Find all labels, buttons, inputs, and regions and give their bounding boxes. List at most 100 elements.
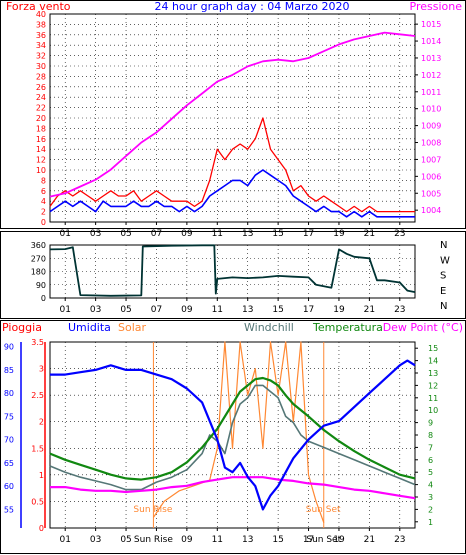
panel1-xtick-label: 09 <box>181 229 193 239</box>
humidity-tick-label: 90 <box>4 343 14 352</box>
wind-speed-tick-label: 4 <box>41 197 46 206</box>
legend-temperature: Temperatura <box>312 321 383 334</box>
pressure-label: Pressione <box>410 0 463 13</box>
direction-tick-label: 360 <box>31 241 46 250</box>
panel2-xtick-label: 21 <box>364 305 375 315</box>
humidity-tick-label: 60 <box>4 482 14 491</box>
pressure-tick-label: 1010 <box>421 105 441 114</box>
panel2-xtick-label: 19 <box>333 305 345 315</box>
rain-tick-label: 2.5 <box>31 391 44 400</box>
rain-tick-label: 1.5 <box>31 444 44 453</box>
legend-dewpoint: Dew Point (°C) <box>383 321 463 334</box>
wind-speed-tick-label: 10 <box>36 166 46 175</box>
compass-label: N <box>440 301 447 312</box>
legend-solar: Solar <box>118 321 147 334</box>
direction-tick-label: 90 <box>36 281 46 290</box>
humidity-tick-label: 80 <box>4 389 14 398</box>
pressure-line <box>49 31 416 198</box>
rain-tick-label: 0.5 <box>31 497 44 506</box>
compass-label: S <box>440 271 446 282</box>
pressure-tick-label: 1004 <box>421 206 441 215</box>
compass-label: N <box>440 240 447 251</box>
panel3-xtick-label: 09 <box>181 535 193 545</box>
temperature-tick-label: 4 <box>428 481 433 490</box>
panel1-xtick-label: 07 <box>151 229 162 239</box>
panel3-xtick-label: 21 <box>364 535 375 545</box>
pressure-tick-label: 1005 <box>421 189 441 198</box>
panel3-xtick-label: 11 <box>212 535 223 545</box>
humidity-line <box>50 359 416 511</box>
wind-speed-tick-label: 2 <box>41 208 46 217</box>
panel2-plot-area <box>49 244 416 299</box>
panel1-xtick-label: 21 <box>364 229 375 239</box>
wind-gust-low-line <box>49 169 415 218</box>
wind-speed-tick-label: 8 <box>41 176 46 185</box>
temperature-tick-label: 12 <box>428 381 438 390</box>
pressure-tick-label: 1013 <box>421 54 441 63</box>
windchill-line <box>49 384 416 491</box>
temperature-tick-label: 13 <box>428 369 438 378</box>
pressure-tick-label: 1014 <box>421 37 441 46</box>
panel1-plot-area <box>49 13 416 223</box>
humidity-tick-label: 70 <box>4 436 14 445</box>
panel3-xtick-label: 05 <box>120 535 131 545</box>
humidity-tick-label: 75 <box>4 412 14 421</box>
pressure-tick-label: 1009 <box>421 122 441 131</box>
direction-tick-label: 270 <box>31 254 46 263</box>
panel2-xtick-label: 03 <box>90 305 101 315</box>
rain-tick-label: 0 <box>39 524 44 533</box>
rain-tick-label: 3 <box>39 365 44 374</box>
dewpoint-line <box>50 476 416 500</box>
wind-speed-line <box>49 117 415 213</box>
temperature-tick-label: 8 <box>428 431 433 440</box>
sunset-annotation-axis: Sun Set <box>306 535 341 545</box>
legend-rain: Pioggia <box>2 321 42 334</box>
pressure-tick-label: 1007 <box>421 155 441 164</box>
panel1-xtick-label: 23 <box>394 229 405 239</box>
panel1-xtick-label: 03 <box>90 229 101 239</box>
panel1-xtick-label: 05 <box>120 229 131 239</box>
pressure-tick-label: 1006 <box>421 172 441 181</box>
wind-speed-tick-label: 32 <box>36 52 46 61</box>
panel3-xtick-label: 17 <box>303 535 314 545</box>
wind-speed-tick-label: 0 <box>41 218 46 227</box>
panel1-xtick-label: 13 <box>242 229 253 239</box>
sunset-annotation-inner: Sun Set <box>306 505 341 515</box>
compass-label: W <box>440 255 450 266</box>
compass-label: E <box>440 286 446 297</box>
panel2-xtick-label: 23 <box>394 305 405 315</box>
panel2-xtick-label: 01 <box>59 305 70 315</box>
panel1-xtick-label: 15 <box>272 229 283 239</box>
wind-speed-tick-label: 28 <box>36 72 46 81</box>
panel3-xtick-label: 03 <box>90 535 101 545</box>
wind-speed-tick-label: 38 <box>36 20 46 29</box>
panel3-xtick-label: 15 <box>272 535 283 545</box>
temperature-tick-label: 15 <box>428 344 438 353</box>
panel1-xtick-label: 19 <box>333 229 345 239</box>
temperature-tick-label: 11 <box>428 394 438 403</box>
wind-speed-tick-label: 30 <box>36 62 46 71</box>
rain-tick-label: 3.5 <box>31 338 44 347</box>
panel3-plot-area <box>49 341 416 529</box>
rain-tick-label: 1 <box>39 471 44 480</box>
temperature-tick-label: 9 <box>428 419 433 428</box>
wind-speed-tick-label: 6 <box>41 187 46 196</box>
wind-speed-tick-label: 40 <box>36 10 46 19</box>
wind-speed-tick-label: 20 <box>36 114 46 123</box>
wind-speed-tick-label: 36 <box>36 31 46 40</box>
humidity-tick-label: 85 <box>4 366 14 375</box>
panel2-xtick-label: 15 <box>272 305 283 315</box>
panel2-xtick-label: 09 <box>181 305 193 315</box>
pressure-tick-label: 1011 <box>421 88 441 97</box>
humidity-tick-label: 65 <box>4 459 14 468</box>
panel3-xtick-label: 01 <box>59 535 70 545</box>
wind-speed-tick-label: 22 <box>36 104 46 113</box>
legend-windchill: Windchill <box>244 321 294 334</box>
wind-direction-line <box>49 244 416 297</box>
panel3-xtick-label: 23 <box>394 535 405 545</box>
temperature-tick-label: 14 <box>428 357 438 366</box>
panel3-xtick-label: 19 <box>333 535 345 545</box>
direction-tick-label: 180 <box>31 268 46 277</box>
temperature-tick-label: 10 <box>428 406 438 415</box>
